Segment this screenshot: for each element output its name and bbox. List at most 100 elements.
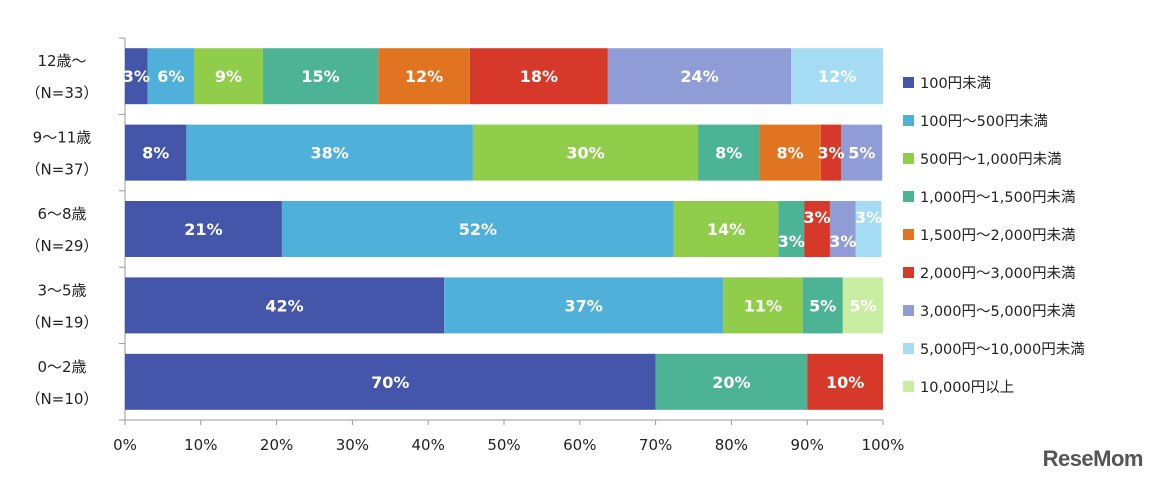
data-label: 15% (301, 67, 339, 86)
category-n-label: （N=33） (26, 84, 99, 102)
bar-segment (444, 277, 724, 334)
legend-swatch (903, 115, 914, 126)
bar-segment (855, 201, 882, 257)
bar-segment (125, 201, 282, 257)
bar-segment (469, 48, 608, 105)
bar-segment (802, 277, 843, 334)
x-tick-label: 90% (791, 436, 824, 454)
legend-swatch (903, 343, 914, 354)
category-label: 3～5歳 (37, 281, 86, 299)
legend-swatch (903, 229, 914, 240)
legend-swatch (903, 305, 914, 316)
category-n-label: （N=37） (26, 161, 99, 179)
data-label: 6% (157, 67, 184, 86)
bar-segment (378, 48, 470, 105)
data-label: 70% (371, 373, 409, 392)
x-tick-label: 20% (260, 436, 293, 454)
data-label: 38% (311, 144, 349, 163)
x-tick-label: 70% (639, 436, 672, 454)
legend-label: 5,000円～10,000円未満 (920, 341, 1085, 358)
legend-label: 1,500円～2,000円未満 (920, 227, 1076, 244)
bar-segment (281, 201, 674, 257)
data-label: 3% (829, 232, 856, 251)
data-label: 24% (680, 67, 718, 86)
category-n-label: （N=29） (26, 237, 99, 255)
legend-label: 100円～500円未満 (920, 113, 1048, 130)
bar-segment (673, 201, 779, 257)
data-label: 3% (817, 144, 844, 163)
legend-label: 2,000円～3,000円未満 (920, 265, 1076, 282)
data-label: 18% (520, 67, 558, 86)
bar-segment (262, 48, 379, 105)
data-label: 42% (265, 296, 303, 315)
data-label: 5% (848, 144, 875, 163)
data-label: 37% (564, 296, 602, 315)
bar-segment (125, 48, 148, 105)
bar-segment (125, 124, 187, 181)
bar-segment (842, 277, 883, 334)
data-label: 3% (855, 208, 882, 227)
bar-segment (791, 48, 883, 105)
legend-label: 100円未満 (920, 75, 991, 92)
bar-segment (829, 201, 856, 257)
resemom-logo: ReseMom (1042, 446, 1144, 471)
bar-segment (607, 48, 792, 105)
legend-label: 1,000円～1,500円未満 (920, 189, 1076, 206)
data-label: 52% (459, 220, 497, 239)
bar-segment (186, 124, 473, 181)
data-label: 8% (142, 144, 169, 163)
x-tick-label: 10% (184, 436, 217, 454)
legend-label: 3,000円～5,000円未満 (920, 303, 1076, 320)
legend-label: 10,000円以上 (920, 379, 1014, 396)
data-label: 14% (707, 220, 745, 239)
category-label: 0～2歳 (37, 358, 86, 376)
bar-segment (807, 353, 883, 410)
data-label: 11% (744, 296, 782, 315)
data-label: 3% (778, 232, 805, 251)
bar-segment (655, 353, 808, 410)
bar-segment (193, 48, 263, 105)
data-label: 10% (826, 373, 864, 392)
bar-segment (125, 353, 656, 410)
data-label: 12% (405, 67, 443, 86)
x-tick-label: 60% (563, 436, 596, 454)
x-tick-label: 0% (113, 436, 137, 454)
bar-segment (147, 48, 194, 105)
category-label: 9～11歳 (33, 129, 92, 147)
category-label: 6～8歳 (37, 205, 86, 223)
bar-segment (125, 277, 445, 334)
data-label: 30% (566, 144, 604, 163)
bar-segment (723, 277, 803, 334)
data-label: 5% (809, 296, 836, 315)
bar-segment (804, 201, 830, 257)
data-label: 9% (215, 67, 242, 86)
data-label: 3% (803, 208, 830, 227)
legend-swatch (903, 267, 914, 278)
x-tick-label: 30% (336, 436, 369, 454)
legend-swatch (903, 381, 914, 392)
data-label: 20% (712, 373, 750, 392)
category-label: 12歳～ (37, 52, 86, 70)
category-n-label: （N=10） (26, 390, 99, 408)
data-label: 5% (849, 296, 876, 315)
x-tick-label: 50% (487, 436, 520, 454)
legend-swatch (903, 153, 914, 164)
bar-segment (820, 124, 842, 181)
bar-segment (472, 124, 699, 181)
category-n-label: （N=19） (26, 313, 99, 331)
x-tick-label: 80% (715, 436, 748, 454)
bar-segment (841, 124, 883, 181)
x-tick-label: 100% (862, 436, 905, 454)
data-label: 8% (715, 144, 742, 163)
data-label: 3% (123, 67, 150, 86)
x-tick-label: 40% (412, 436, 445, 454)
bar-segment (759, 124, 821, 181)
legend-label: 500円～1,000円未満 (920, 151, 1062, 168)
legend-swatch (903, 191, 914, 202)
data-label: 21% (184, 220, 222, 239)
legend-swatch (903, 77, 914, 88)
bar-segment (778, 201, 805, 257)
bar-segment (698, 124, 760, 181)
